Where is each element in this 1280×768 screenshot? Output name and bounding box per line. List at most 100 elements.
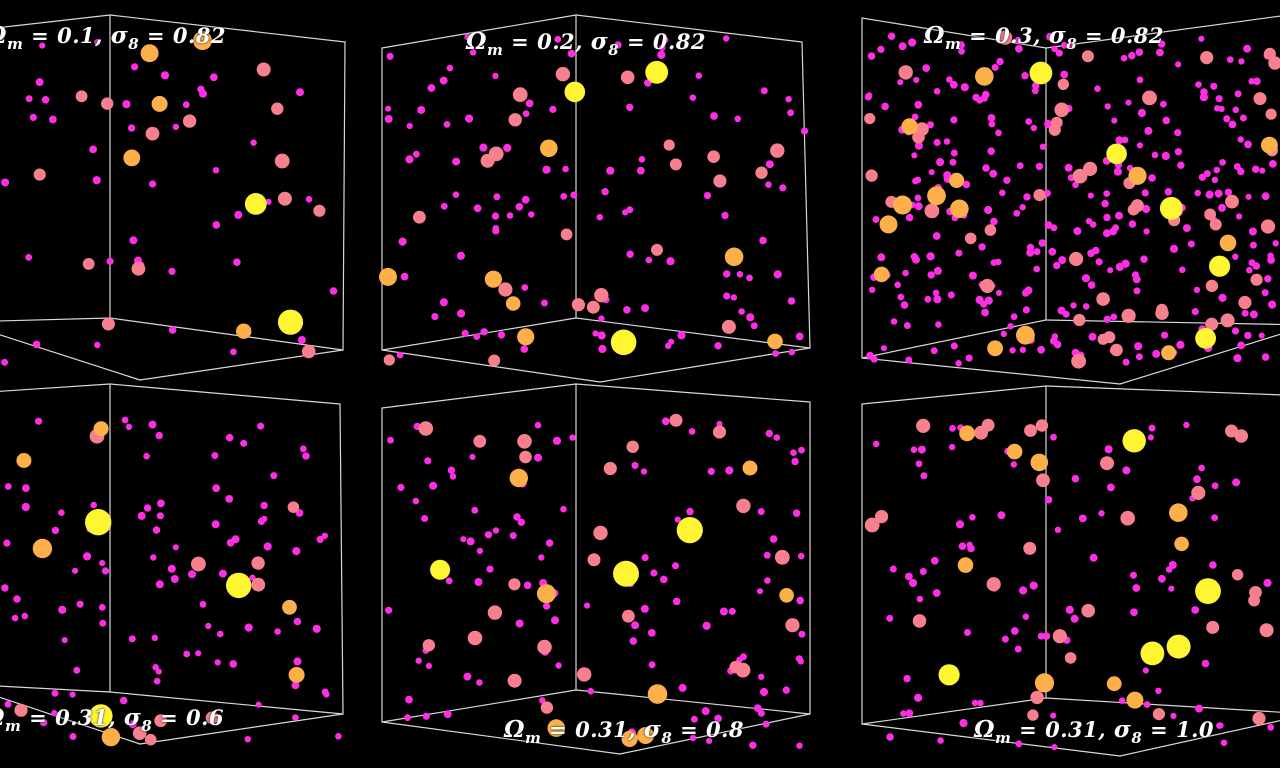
halo-point-small [1101, 199, 1109, 208]
halo-point-small [1156, 48, 1164, 57]
halo-point-small [937, 737, 944, 744]
halo-point-small [1137, 108, 1146, 118]
halo-point-small [560, 193, 568, 200]
halo-point-medium [145, 126, 160, 141]
halo-point-small [1191, 308, 1199, 316]
halo-point-small [473, 204, 482, 213]
halo-point-small [702, 621, 711, 630]
halo-point-small [916, 595, 924, 603]
halo-point-large [1016, 325, 1035, 345]
halo-point-small [994, 258, 1002, 266]
halo-point-medium [1030, 690, 1044, 705]
halo-point-medium [912, 614, 927, 628]
halo-point-small [932, 289, 940, 297]
halo-point-small [1232, 478, 1241, 487]
halo-point-small [1244, 331, 1252, 340]
halo-point-large [950, 199, 969, 219]
cube-plot [379, 14, 811, 383]
halo-point-small [155, 431, 163, 440]
halo-point-small [678, 683, 687, 692]
halo-point-small [706, 737, 713, 744]
halo-point-small [900, 710, 907, 717]
halo-point-small [21, 612, 29, 620]
halo-point-small [1120, 54, 1128, 62]
halo-point-small [292, 547, 301, 556]
halo-point-small [1228, 120, 1237, 129]
halo-point-small [1112, 224, 1120, 232]
halo-point-small [528, 211, 535, 218]
halo-point-small [543, 602, 551, 610]
halo-point-small [903, 322, 911, 329]
halo-point-small [446, 64, 454, 72]
sigma-8-value: 0.82 [172, 23, 227, 48]
halo-point-largest [1106, 143, 1127, 165]
halo-point-small [965, 354, 973, 362]
halo-point-small [469, 49, 477, 56]
halo-point-small [39, 718, 48, 727]
halo-point-small [398, 237, 407, 246]
halo-point-largest [1195, 578, 1221, 604]
halo-point-small [1037, 345, 1045, 354]
halo-point-small [1010, 313, 1018, 321]
cube-edge-floor-front-left [861, 357, 1121, 385]
halo-point-small [1183, 421, 1190, 429]
halo-point-small [1118, 697, 1126, 704]
halo-point-small [1243, 44, 1252, 53]
halo-point-small [157, 499, 165, 508]
halo-point-small [981, 308, 989, 317]
halo-point-small [1121, 259, 1130, 268]
halo-point-small [933, 88, 941, 95]
cube-plot [381, 383, 811, 755]
halo-point-medium [75, 90, 88, 103]
halo-point-large [1106, 676, 1122, 692]
halo-point-medium [1231, 569, 1244, 581]
halo-point-small [226, 538, 235, 547]
sigma-8-value: 1.0 [1175, 717, 1215, 742]
halo-point-small [569, 434, 576, 441]
halo-point-medium [594, 288, 609, 303]
halo-point-medium [1035, 419, 1049, 432]
halo-point-small [763, 551, 771, 559]
halo-point-small [1037, 632, 1045, 640]
halo-point-small [1030, 124, 1037, 132]
halo-point-small [471, 506, 479, 514]
halo-point-small [905, 213, 914, 222]
halo-point-small [967, 544, 975, 553]
halo-point-small [302, 452, 310, 460]
halo-point-small [928, 169, 935, 176]
halo-point-medium [986, 577, 1001, 592]
halo-point-medium [1081, 603, 1095, 618]
halo-point-medium [865, 169, 878, 182]
halo-point-medium [205, 711, 219, 725]
halo-point-medium [875, 510, 889, 524]
halo-point-large [282, 599, 297, 615]
halo-point-small [274, 628, 281, 635]
halo-point-small [1122, 358, 1130, 366]
halo-point-small [955, 360, 962, 367]
halo-point-small [1272, 240, 1279, 247]
halo-point-small [773, 270, 782, 279]
halo-point-medium [1252, 711, 1266, 726]
halo-point-largest [85, 509, 112, 536]
halo-point-small [421, 515, 429, 522]
halo-point-small [1269, 160, 1277, 168]
halo-point-small [1073, 227, 1082, 236]
halo-point-small [1021, 72, 1029, 80]
halo-point-small [890, 318, 898, 325]
halo-point-small [1147, 434, 1154, 441]
halo-point-small [650, 569, 658, 577]
cube-edge-top-right [1045, 15, 1280, 49]
halo-point-small [449, 473, 457, 480]
cube-edge-top-right [575, 14, 803, 43]
halo-point-small [32, 340, 41, 349]
halo-point-small [926, 121, 934, 129]
halo-point-small [1201, 659, 1210, 668]
halo-point-large [927, 186, 946, 206]
halo-point-small [800, 127, 809, 135]
halo-point-small [1078, 514, 1087, 523]
halo-point-small [385, 105, 392, 112]
cube-edge-floor-right [575, 689, 811, 715]
halo-point-small [1187, 240, 1195, 248]
halo-point-small [960, 83, 969, 92]
halo-point-small [765, 160, 774, 169]
